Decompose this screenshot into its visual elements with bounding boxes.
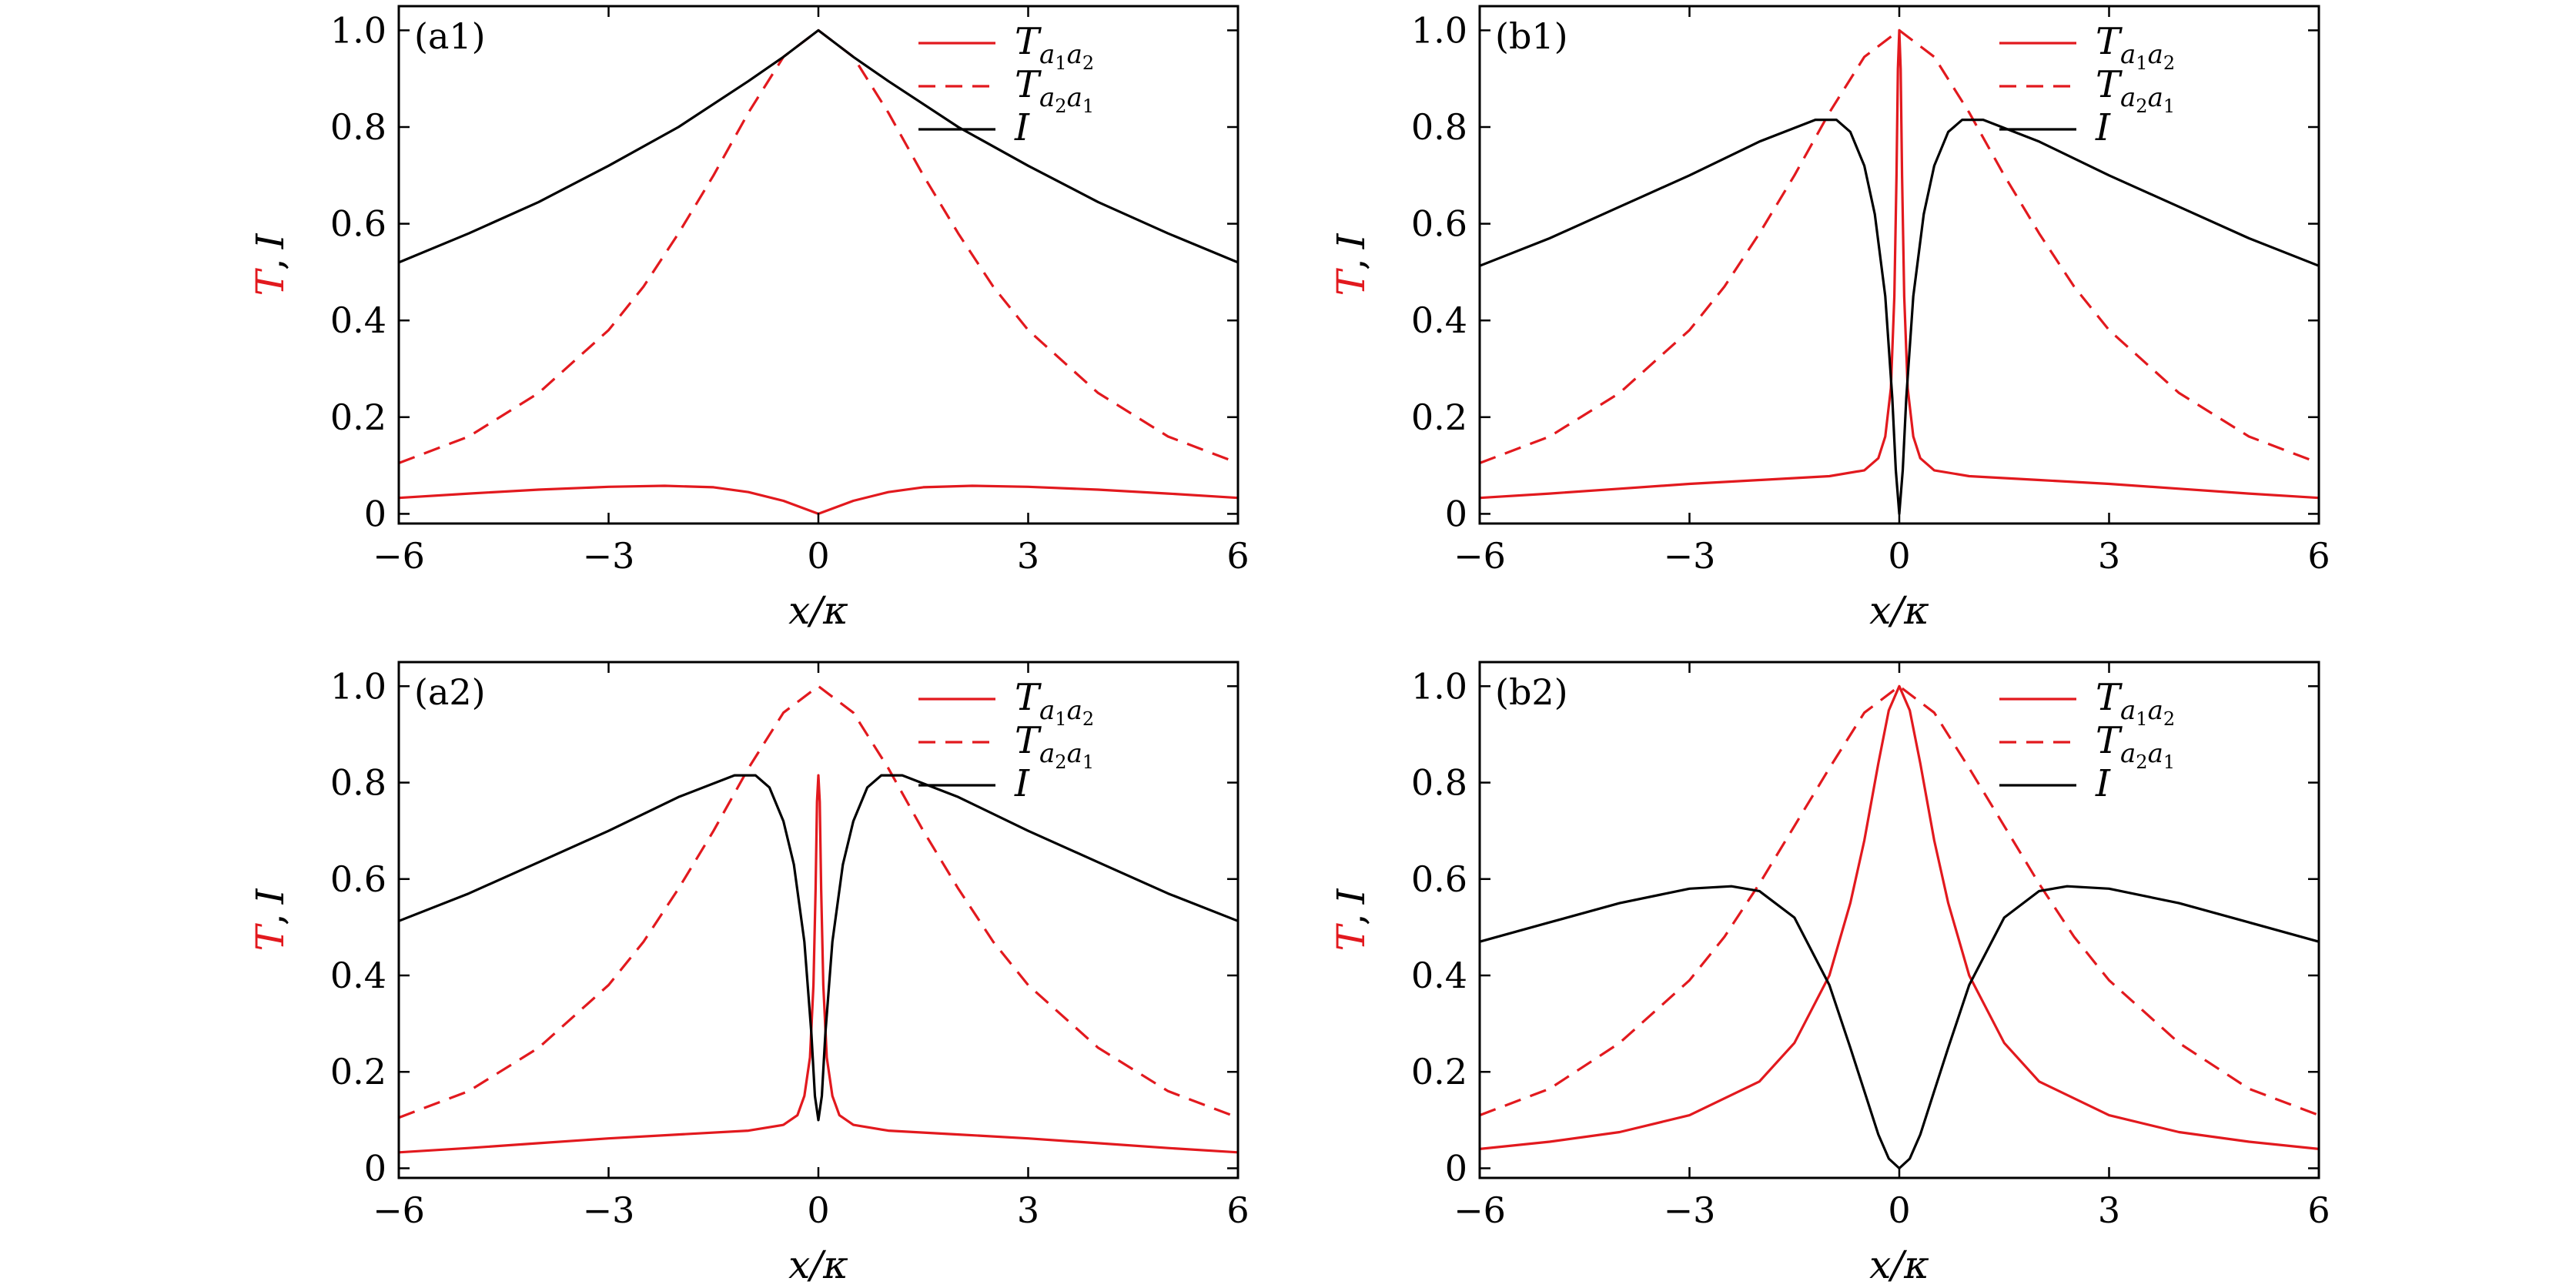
y-tick-label: 0.8 [1411, 106, 1467, 148]
plot-frame [1478, 5, 2320, 525]
x-tick-label: 3 [1017, 535, 1039, 577]
x-tick-label: 3 [1017, 1189, 1039, 1231]
x-tick-label: −6 [1454, 1189, 1506, 1231]
series-line [399, 484, 1238, 515]
chart-panel: −6 −3 0 3 6 0 0.2 0.4 0.6 0.8 1.0 (a2) x/κ T,I Ta1a2Ta… [248, 661, 1250, 1287]
panel-label: (a1) [414, 15, 486, 57]
x-axis-label: x/κ [788, 588, 848, 633]
y-tick-label: 0 [364, 493, 386, 534]
series-line [1480, 885, 2319, 1170]
x-tick-label: −3 [1664, 1189, 1716, 1231]
y-tick-label: 0 [1445, 1147, 1467, 1189]
legend-label: Ta1a2 [1015, 20, 1094, 74]
y-tick-label: 0.8 [330, 762, 386, 804]
plot-frame [397, 661, 1239, 1179]
y-tick-label: 0.4 [1411, 299, 1467, 341]
plot-frame [1478, 661, 2320, 1179]
y-tick-label: 0.2 [330, 1051, 386, 1092]
series-line [399, 774, 1238, 1154]
series-line [399, 684, 1238, 1119]
panel-label: (b2) [1495, 671, 1568, 713]
y-tick-label: 0.6 [330, 203, 386, 245]
x-axis-label: x/κ [1869, 588, 1929, 633]
legend-label: Ta1a2 [1015, 676, 1094, 730]
x-tick-label: 0 [807, 1189, 829, 1231]
y-tick-label: 0 [1445, 493, 1467, 534]
legend-label: Ta2a1 [2096, 63, 2175, 117]
x-tick-label: 6 [1226, 1189, 1249, 1231]
y-tick-label: 0.6 [1411, 858, 1467, 900]
series-line [1480, 28, 2319, 464]
chart-panel: −6 −3 0 3 6 0 0.2 0.4 0.6 0.8 1.0 (b1) x/κ T,I Ta1a2Ta… [1329, 5, 2330, 633]
y-tick-label: 0.6 [330, 858, 386, 900]
legend-label: I [2095, 106, 2111, 149]
y-tick-label: 1.0 [1411, 9, 1467, 51]
legend-label: I [2095, 762, 2111, 805]
legend-label: I [1014, 762, 1030, 805]
x-tick-label: −3 [583, 535, 635, 577]
y-tick-label: 0.2 [1411, 396, 1467, 438]
series-line [1480, 684, 2319, 1150]
x-tick-label: 6 [2307, 1189, 2330, 1231]
x-tick-label: 6 [1226, 535, 1249, 577]
y-tick-label: 1.0 [330, 665, 386, 707]
panel-label: (a2) [414, 671, 486, 713]
series-line [1480, 28, 2319, 500]
legend-label: Ta1a2 [2096, 20, 2175, 74]
chart-panel: −6 −3 0 3 6 0 0.2 0.4 0.6 0.8 1.0 (b2) x/κ T,I Ta1a2Ta… [1329, 661, 2330, 1287]
plot-frame [397, 5, 1239, 525]
y-axis-label: T,I [248, 233, 293, 296]
x-tick-label: 3 [2098, 535, 2120, 577]
x-axis-label: x/κ [1869, 1243, 1929, 1287]
x-tick-label: −3 [583, 1189, 635, 1231]
x-tick-label: 0 [1888, 1189, 1910, 1231]
y-tick-label: 0.8 [1411, 762, 1467, 804]
legend-label: Ta1a2 [2096, 676, 2175, 730]
y-tick-label: 0.4 [330, 299, 386, 341]
y-tick-label: 1.0 [1411, 665, 1467, 707]
y-tick-label: 0.4 [1411, 955, 1467, 996]
y-axis-label: T,I [248, 888, 293, 951]
chart-panel: −6 −3 0 3 6 0 0.2 0.4 0.6 0.8 1.0 (a1) x/κ T,I Ta1a2Ta… [248, 5, 1250, 633]
y-tick-label: 0.2 [330, 396, 386, 438]
x-axis-label: x/κ [788, 1243, 848, 1287]
series-line [1480, 119, 2319, 515]
legend-label: Ta2a1 [2096, 719, 2175, 773]
x-tick-label: −6 [373, 535, 425, 577]
y-tick-label: 0.4 [330, 955, 386, 996]
series-line [399, 28, 1238, 464]
x-tick-label: 3 [2098, 1189, 2120, 1231]
legend-label: Ta2a1 [1015, 719, 1094, 773]
y-tick-label: 1.0 [330, 9, 386, 51]
x-tick-label: −6 [1454, 535, 1506, 577]
legend-label: Ta2a1 [1015, 63, 1094, 117]
series-line [1480, 684, 2319, 1117]
y-axis-label: T,I [1329, 888, 1373, 951]
y-tick-label: 0 [364, 1147, 386, 1189]
y-axis-label: T,I [1329, 233, 1373, 296]
x-tick-label: 0 [1888, 535, 1910, 577]
y-tick-label: 0.2 [1411, 1051, 1467, 1092]
x-tick-label: −6 [373, 1189, 425, 1231]
series-line [399, 28, 1238, 264]
y-tick-label: 0.6 [1411, 203, 1467, 245]
x-tick-label: −3 [1664, 535, 1716, 577]
x-tick-label: 6 [2307, 535, 2330, 577]
panel-label: (b1) [1495, 15, 1568, 57]
series-line [399, 774, 1238, 1122]
y-tick-label: 0.8 [330, 106, 386, 148]
legend-label: I [1014, 106, 1030, 149]
x-tick-label: 0 [807, 535, 829, 577]
